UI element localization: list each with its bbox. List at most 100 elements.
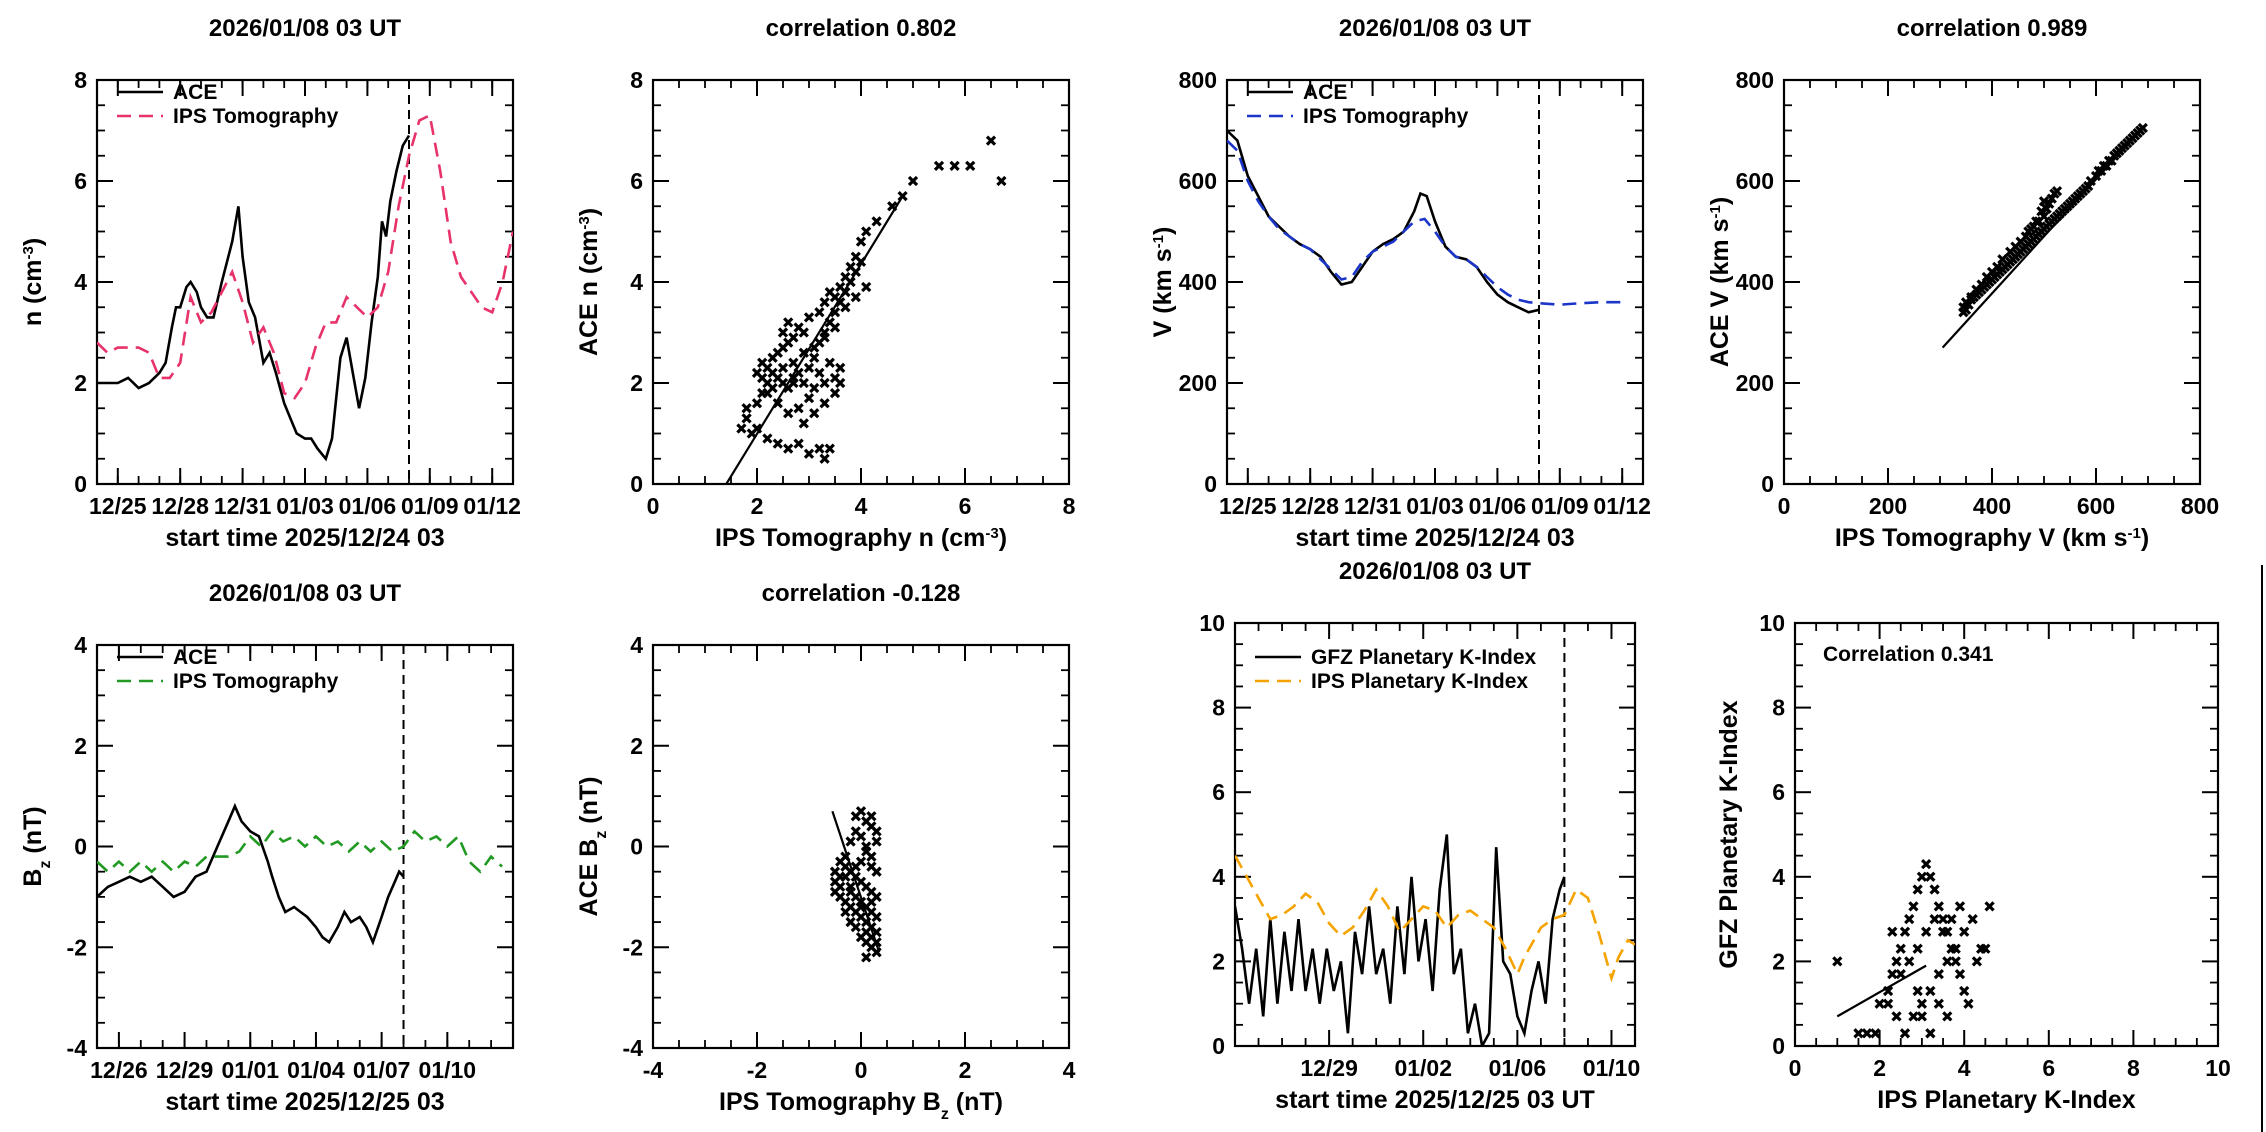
y-tick-label: 10 xyxy=(1759,610,1785,636)
x-tick-label: -4 xyxy=(643,1057,664,1083)
y-tick-label: 2 xyxy=(1212,948,1225,974)
correlation-annotation: Correlation 0.341 xyxy=(1823,643,1994,666)
panel-3: 2026/01/08 03 UT 0 200 400 600 800 12/25 12/28 1… xyxy=(1149,15,1651,552)
scatter-point xyxy=(1929,884,1940,895)
scatter-point xyxy=(819,297,830,308)
scatter-point xyxy=(1971,956,1983,967)
x-tick-label: 12/29 xyxy=(156,1057,214,1083)
scatter-point xyxy=(757,372,768,384)
scatter-point xyxy=(783,443,794,454)
scatter-point xyxy=(1960,297,1972,308)
y-tick-label: 600 xyxy=(1179,168,1217,194)
y-tick-label: 0 xyxy=(630,471,643,497)
scatter-point xyxy=(809,382,820,394)
scatter-point xyxy=(887,201,898,212)
scatter-point xyxy=(1981,271,1992,283)
chart-title: correlation 0.989 xyxy=(1897,15,2088,42)
scatter-point xyxy=(1937,926,1949,937)
scatter-point xyxy=(2051,185,2063,197)
scatter-point xyxy=(829,372,841,384)
y-tick-label: 400 xyxy=(1736,269,1774,295)
regression-line xyxy=(1836,964,1927,1018)
scatter-point xyxy=(1891,1011,1902,1022)
x-tick-label: 2 xyxy=(959,1057,972,1083)
x-tick-label: 600 xyxy=(2077,493,2115,519)
x-tick-label: 12/25 xyxy=(1219,493,1277,519)
plot-frame xyxy=(1793,621,2220,1048)
scatter-point xyxy=(767,382,778,394)
scatter-point xyxy=(1942,1011,1953,1022)
scatter-point xyxy=(809,342,820,353)
y-tick-label: 8 xyxy=(630,67,643,93)
scatter-point xyxy=(751,423,763,434)
scatter-point xyxy=(803,448,815,459)
y-tick-label: 0 xyxy=(1772,1033,1785,1059)
scatter-point xyxy=(1958,302,1969,313)
x-tick-label: 01/07 xyxy=(353,1057,411,1083)
y-tick-label: 6 xyxy=(630,168,643,194)
scatter-point xyxy=(1954,901,1966,912)
panel-8: 0 2 4 6 8 10 0 2 4 6 8 10 IPS Planetary K-Index GFZ P… xyxy=(1715,610,2231,1114)
x-tick-label: 01/03 xyxy=(276,493,334,519)
scatter-point xyxy=(850,292,861,303)
y-tick-label: 0 xyxy=(630,834,643,860)
scatter-point xyxy=(965,160,976,171)
scatter-point xyxy=(840,302,851,313)
y-tick-label: 0 xyxy=(74,834,87,860)
y-tick-label: 4 xyxy=(1212,864,1225,890)
y-tick-label: 2 xyxy=(74,370,87,396)
x-tick-label: 01/09 xyxy=(401,493,459,519)
scatter-point xyxy=(1916,871,1928,882)
scatter-point xyxy=(824,443,835,454)
y-axis-label: GFZ Planetary K-Index xyxy=(1715,700,1743,968)
y-tick-label: -4 xyxy=(623,1035,644,1061)
scatter-point xyxy=(866,896,877,908)
x-tick-label: 01/04 xyxy=(287,1057,345,1083)
x-axis-label: start time 2025/12/24 03 xyxy=(1295,524,1574,552)
scatter-point xyxy=(767,367,778,379)
scatter-point xyxy=(1959,926,1970,937)
scatter-point xyxy=(803,362,815,373)
x-tick-label: 12/29 xyxy=(1300,1055,1358,1081)
x-tick-label: 12/28 xyxy=(151,493,209,519)
scatter-point xyxy=(871,826,882,837)
x-tick-label: 0 xyxy=(1789,1055,1802,1081)
x-tick-label: 12/25 xyxy=(89,493,147,519)
scatter-point xyxy=(793,403,804,414)
plot-frame xyxy=(651,78,1071,486)
y-tick-label: 800 xyxy=(1736,67,1774,93)
scatter-point xyxy=(1925,985,1936,997)
scatter-point xyxy=(1832,956,1843,967)
scatter-point xyxy=(1954,968,1966,980)
scatter-point xyxy=(1980,943,1991,954)
scatter-point xyxy=(1933,968,1944,980)
x-tick-label: 0 xyxy=(647,493,660,519)
x-tick-label: 10 xyxy=(2205,1055,2231,1081)
scatter-point xyxy=(1891,956,1902,967)
series-line-1 xyxy=(1227,129,1540,314)
scatter-point xyxy=(2031,216,2042,227)
x-tick-label: 01/12 xyxy=(1593,493,1651,519)
scatter-point xyxy=(985,135,997,146)
scatter-point xyxy=(809,408,820,419)
x-tick-label: 01/01 xyxy=(221,1057,279,1083)
y-tick-label: 800 xyxy=(1179,67,1217,93)
legend-label: IPS Tomography xyxy=(173,670,339,693)
x-tick-label: -2 xyxy=(747,1057,767,1083)
plot-frame xyxy=(1225,78,1645,486)
scatter-point xyxy=(835,281,846,293)
chart-title: 2026/01/08 03 UT xyxy=(1339,15,1531,42)
scatter-point xyxy=(871,947,882,958)
scatter-point xyxy=(803,393,815,404)
scatter-point xyxy=(798,377,809,389)
scatter-point xyxy=(814,443,825,454)
scatter-point xyxy=(861,281,872,293)
scatter-point xyxy=(845,881,856,892)
scatter-point xyxy=(1916,998,1928,1009)
x-tick-label: 2 xyxy=(751,493,764,519)
scatter-point xyxy=(861,226,872,237)
scatter-point xyxy=(850,861,861,872)
scatter-point xyxy=(829,322,841,333)
series-line-2 xyxy=(97,829,503,874)
scatter-point xyxy=(1971,284,1982,295)
